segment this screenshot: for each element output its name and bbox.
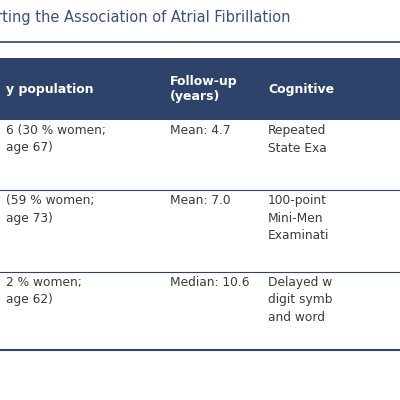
Text: 6 (30 % women;
age 67): 6 (30 % women; age 67) (6, 124, 106, 154)
Text: 100-point
Mini-Men
Examinati: 100-point Mini-Men Examinati (268, 194, 329, 242)
Text: 2 % women;
age 62): 2 % women; age 62) (6, 276, 82, 306)
Text: Delayed w
digit symb
and word: Delayed w digit symb and word (268, 276, 332, 324)
Bar (0, 120, 400, 190)
Bar (0, 190, 400, 272)
Text: Median: 10.6: Median: 10.6 (170, 276, 250, 289)
Text: Follow-up
(years): Follow-up (years) (170, 75, 238, 103)
Text: Mean: 7.0: Mean: 7.0 (170, 194, 231, 207)
Text: Cognitive: Cognitive (268, 82, 334, 96)
Bar (0, 272, 400, 350)
Text: Mean: 4.7: Mean: 4.7 (170, 124, 231, 137)
Text: rting the Association of Atrial Fibrillation: rting the Association of Atrial Fibrilla… (0, 10, 290, 25)
Text: Repeated
State Exa: Repeated State Exa (268, 124, 327, 154)
Text: y population: y population (6, 82, 94, 96)
Text: (59 % women;
age 73): (59 % women; age 73) (6, 194, 94, 224)
Bar (0, 58, 400, 120)
